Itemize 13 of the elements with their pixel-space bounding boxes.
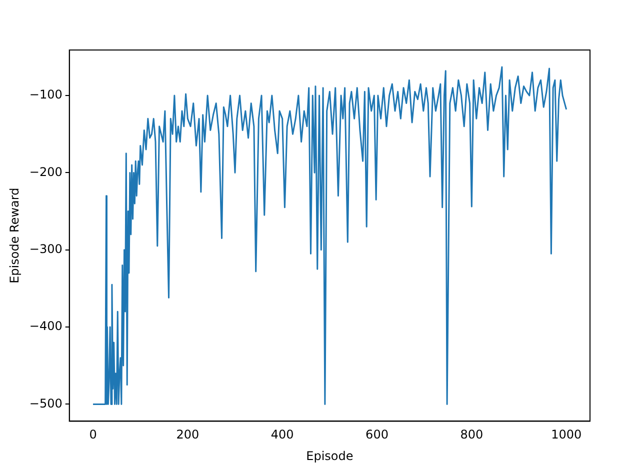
y-tick-label: −400 bbox=[29, 319, 62, 334]
x-tick-label: 1000 bbox=[551, 428, 582, 442]
x-tick-label: 200 bbox=[176, 428, 200, 442]
x-tick-label: 600 bbox=[366, 428, 388, 442]
x-tick-label: 800 bbox=[460, 428, 484, 442]
y-axis-title: Episode Reward bbox=[7, 188, 22, 284]
x-tick-label: 400 bbox=[270, 428, 294, 442]
y-tick-label: −100 bbox=[29, 88, 62, 102]
y-tick-label: −300 bbox=[29, 242, 62, 256]
x-axis-title: Episode bbox=[306, 448, 354, 463]
y-tick-label: −200 bbox=[29, 164, 62, 179]
x-tick-label: 0 bbox=[89, 428, 97, 442]
y-tick-label: −500 bbox=[29, 396, 62, 410]
